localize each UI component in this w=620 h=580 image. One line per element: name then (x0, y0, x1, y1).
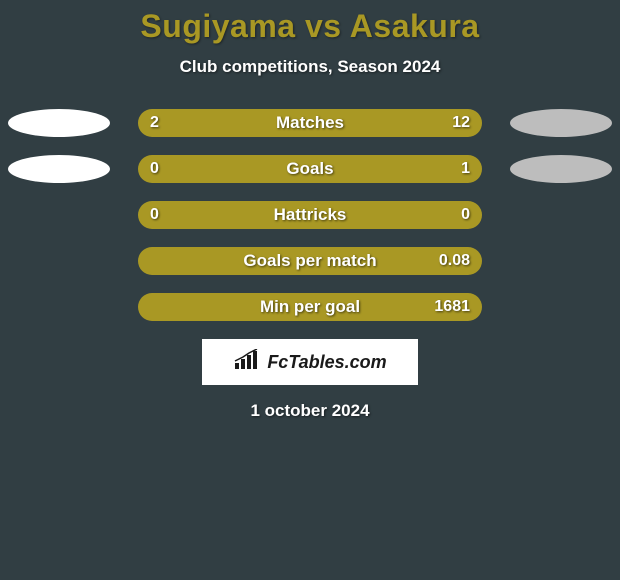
bar-left-fill (138, 155, 155, 183)
bar-right-fill (155, 247, 482, 275)
stat-row: 01Goals (0, 155, 620, 183)
stats-list: 212Matches 01Goals 00Hattricks 0.08Goals pe… (0, 109, 620, 321)
page-title: Sugiyama vs Asakura (0, 8, 620, 45)
stat-bar: 0.08Goals per match (138, 247, 482, 275)
stat-row: 212Matches (0, 109, 620, 137)
stat-row: 1681Min per goal (0, 293, 620, 321)
bar-left-fill (138, 109, 200, 137)
player-right-oval (510, 109, 612, 137)
stat-row: 00Hattricks (0, 201, 620, 229)
oval-spacer (510, 293, 612, 321)
oval-spacer (510, 201, 612, 229)
oval-spacer (8, 293, 110, 321)
date-line: 1 october 2024 (0, 401, 620, 421)
player-left-oval (8, 109, 110, 137)
oval-spacer (8, 201, 110, 229)
oval-spacer (510, 247, 612, 275)
stat-bar: 1681Min per goal (138, 293, 482, 321)
bar-right-fill (155, 293, 482, 321)
stat-bar: 01Goals (138, 155, 482, 183)
oval-spacer (8, 247, 110, 275)
bar-right-fill (200, 109, 482, 137)
stat-bar: 212Matches (138, 109, 482, 137)
comparison-card: Sugiyama vs Asakura Club competitions, S… (0, 0, 620, 421)
bar-left-fill (138, 201, 310, 229)
logo-box[interactable]: FcTables.com (202, 339, 418, 385)
player-right-oval (510, 155, 612, 183)
bar-left-fill (138, 293, 155, 321)
bar-right-fill (310, 201, 482, 229)
logo-text: FcTables.com (267, 352, 386, 373)
page-subtitle: Club competitions, Season 2024 (0, 57, 620, 77)
stat-bar: 00Hattricks (138, 201, 482, 229)
chart-icon (233, 349, 261, 376)
player-left-oval (8, 155, 110, 183)
stat-row: 0.08Goals per match (0, 247, 620, 275)
bar-right-fill (155, 155, 482, 183)
bar-left-fill (138, 247, 155, 275)
